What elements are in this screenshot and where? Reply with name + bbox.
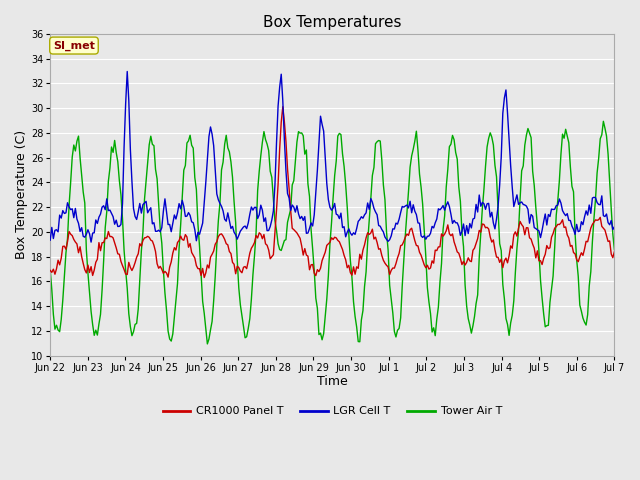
Title: Box Temperatures: Box Temperatures [263,15,401,30]
Legend: CR1000 Panel T, LGR Cell T, Tower Air T: CR1000 Panel T, LGR Cell T, Tower Air T [158,402,506,421]
Y-axis label: Box Temperature (C): Box Temperature (C) [15,130,28,259]
Text: SI_met: SI_met [53,40,95,51]
X-axis label: Time: Time [317,375,348,388]
